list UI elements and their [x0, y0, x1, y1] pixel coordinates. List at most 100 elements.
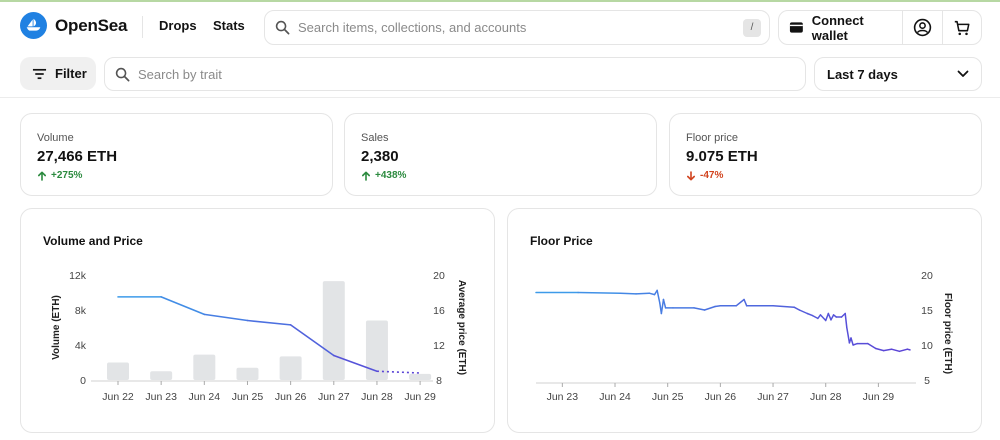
- x-tick-label: Jun 26: [705, 391, 737, 403]
- floor-price-line-segment: [660, 298, 665, 315]
- volume-bar: [409, 373, 432, 380]
- stat-label: Floor price: [686, 132, 738, 144]
- volume-bar: [193, 354, 216, 380]
- nav-stats[interactable]: Stats: [213, 18, 245, 33]
- toolbar-divider: [0, 97, 1000, 98]
- trait-search-input[interactable]: [138, 66, 805, 82]
- filter-label: Filter: [55, 66, 87, 81]
- x-tick-label: Jun 29: [404, 391, 436, 403]
- y-left-tick-label: 8k: [75, 305, 87, 317]
- floor-price-line-segment: [844, 312, 848, 329]
- floor-price-chart-card: Floor Price 5 10 15 20 Floor price (ETH) Jun …: [507, 208, 982, 433]
- stat-change-value: +275%: [51, 170, 83, 181]
- logo-text: OpenSea: [55, 15, 128, 35]
- floor-price-line-segment: [798, 309, 809, 315]
- floor-price-line-segment: [656, 289, 661, 304]
- x-tick-label: Jun 23: [145, 391, 177, 403]
- y-right-tick-label: 5: [924, 375, 930, 387]
- opensea-logo[interactable]: OpenSea: [20, 12, 127, 39]
- floor-price-line-segment: [811, 314, 819, 320]
- floor-price-chart: 5 10 15 20 Floor price (ETH) Jun 23 Jun 24 Jun …: [535, 270, 953, 403]
- floor-price-line-segment: [850, 337, 854, 346]
- floor-price-line-segment: [806, 312, 814, 317]
- floor-price-line-segment: [577, 291, 622, 294]
- chart-title: Volume and Price: [43, 234, 143, 248]
- volume-bar: [279, 356, 302, 380]
- search-icon: [275, 20, 290, 35]
- nav-drops[interactable]: Drops: [159, 18, 197, 33]
- header-divider: [142, 16, 143, 38]
- x-tick-label: Jun 25: [232, 391, 264, 403]
- cart-icon: [954, 20, 970, 35]
- volume-price-chart-card: Volume and Price 0 4k 8k 12k 8 12 16 20 Volume (…: [20, 208, 495, 433]
- floor-price-line-segment: [882, 348, 893, 352]
- volume-bar: [365, 320, 388, 380]
- floor-price-line-segment: [693, 307, 706, 311]
- floor-price-line-segment: [867, 342, 877, 350]
- stat-change: +275%: [37, 170, 332, 181]
- x-tick-label: Jun 22: [102, 391, 134, 403]
- floor-price-line-segment: [772, 305, 795, 308]
- stat-value: 2,380: [361, 148, 399, 165]
- cart-button[interactable]: [942, 11, 981, 44]
- y-right-axis-title: Floor price (ETH): [942, 293, 953, 374]
- chart-title: Floor Price: [530, 234, 593, 248]
- time-range-value: Last 7 days: [827, 66, 898, 82]
- volume-bar: [150, 371, 173, 380]
- floor-price-line-segment: [735, 298, 745, 307]
- avg-price-line-segment: [332, 354, 378, 373]
- global-search[interactable]: /: [264, 10, 770, 45]
- floor-price-line-segment: [875, 347, 885, 352]
- stat-card-volume: Volume 27,466 ETH +275%: [20, 113, 333, 196]
- stat-value: 9.075 ETH: [686, 148, 758, 165]
- floor-price-line-segment: [703, 305, 716, 311]
- arrow-up-icon: [38, 171, 46, 181]
- x-tick-label: Jun 27: [757, 391, 789, 403]
- volume-bar: [107, 362, 129, 380]
- search-shortcut-badge: /: [743, 18, 761, 37]
- stat-change: -47%: [686, 170, 981, 181]
- y-right-tick-label: 20: [433, 270, 445, 282]
- floor-price-line-segment: [662, 298, 667, 309]
- stat-card-floor-price: Floor price 9.075 ETH -47%: [669, 113, 982, 196]
- y-right-tick-label: 12: [433, 340, 445, 352]
- top-navigation: OpenSea Drops Stats / Connect wallet: [0, 2, 1000, 50]
- avg-price-line-segment: [289, 324, 335, 357]
- floor-price-line-segment: [890, 348, 901, 353]
- floor-price-line-segment: [830, 314, 835, 321]
- profile-button[interactable]: [903, 11, 942, 44]
- x-tick-label: Jun 26: [275, 391, 307, 403]
- global-search-input[interactable]: [298, 20, 743, 35]
- connect-wallet-button[interactable]: Connect wallet: [779, 11, 903, 44]
- y-left-tick-label: 4k: [75, 340, 87, 352]
- search-icon: [115, 67, 130, 81]
- y-left-tick-label: 0: [80, 375, 86, 387]
- arrow-up-icon: [362, 171, 370, 181]
- stat-value: 27,466 ETH: [37, 148, 118, 165]
- y-right-tick-label: 16: [433, 305, 445, 317]
- stat-change: +438%: [361, 170, 656, 181]
- avg-price-line-segment: [203, 313, 249, 322]
- trait-search[interactable]: [104, 57, 806, 91]
- opensea-ship-icon: [20, 12, 47, 39]
- avg-price-line-segment: [160, 296, 206, 316]
- volume-price-chart: 0 4k 8k 12k 8 12 16 20 Volume (ETH) Average price…: [51, 270, 467, 403]
- y-right-tick-label: 15: [921, 305, 933, 317]
- y-right-tick-label: 20: [921, 270, 933, 282]
- x-tick-label: Jun 28: [810, 391, 842, 403]
- x-tick-label: Jun 28: [361, 391, 393, 403]
- x-tick-label: Jun 25: [652, 391, 684, 403]
- y-right-axis-title: Average price (ETH): [456, 280, 467, 375]
- wallet-icon: [789, 22, 803, 33]
- filter-button[interactable]: Filter: [20, 57, 96, 90]
- floor-price-line-segment: [824, 312, 830, 322]
- floor-price-line-segment: [635, 292, 651, 295]
- stat-card-sales: Sales 2,380 +438%: [344, 113, 657, 196]
- stat-label: Volume: [37, 132, 74, 144]
- time-range-select[interactable]: Last 7 days: [814, 57, 982, 91]
- floor-price-line-segment: [898, 348, 909, 353]
- volume-bar: [236, 367, 259, 380]
- x-tick-label: Jun 24: [599, 391, 631, 403]
- stat-change-value: +438%: [375, 170, 407, 181]
- x-tick-label: Jun 23: [547, 391, 579, 403]
